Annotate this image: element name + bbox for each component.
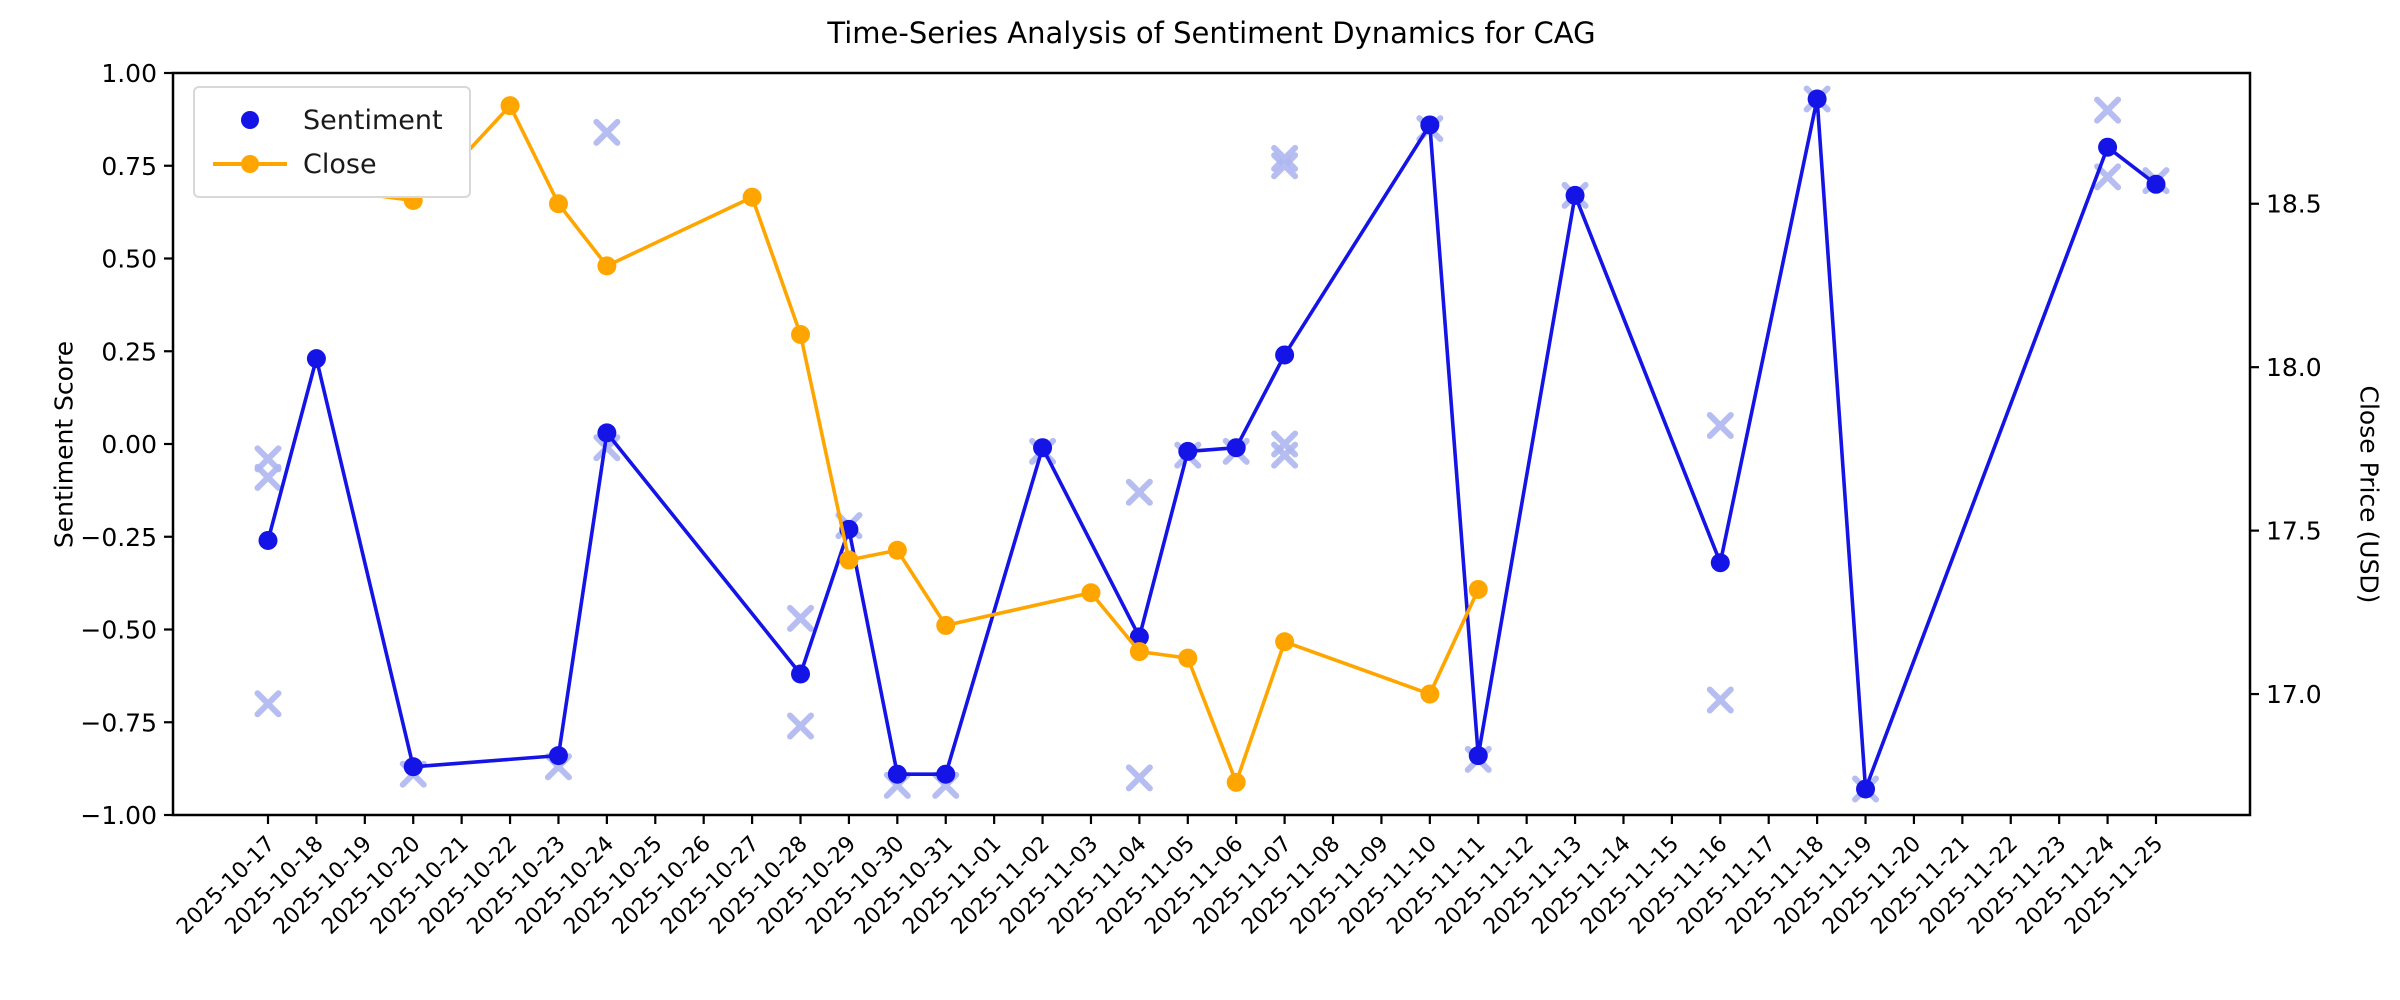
series-point (791, 324, 811, 344)
series-point (887, 764, 907, 784)
series-point (1710, 553, 1730, 573)
series-point (2146, 174, 2166, 194)
x-axis: 2025-10-172025-10-182025-10-192025-10-20… (172, 815, 2168, 940)
sentiment-x-marker (254, 463, 282, 491)
y-tick-label-left: −1.00 (80, 801, 157, 830)
sentiment-x-marker (1271, 441, 1299, 469)
scatter-individual-sentiment (254, 85, 2170, 803)
y-tick-label-right: 18.5 (2266, 190, 2322, 219)
series-point (258, 530, 278, 550)
legend-label-sentiment: Sentiment (303, 104, 443, 136)
series-point (1129, 642, 1149, 662)
sentiment-x-marker (1125, 764, 1153, 792)
series-point (1468, 579, 1488, 599)
series-point (839, 550, 859, 570)
series-point (548, 746, 568, 766)
series-point (742, 187, 762, 207)
sentiment-x-marker (593, 118, 621, 146)
series-point (2098, 137, 2118, 157)
legend: Sentiment Close (193, 86, 471, 198)
y-tick-label-left: 0.25 (101, 337, 157, 366)
series-point (500, 96, 520, 116)
chart-title: Time-Series Analysis of Sentiment Dynami… (827, 16, 1596, 50)
sentiment-x-marker (1706, 411, 1734, 439)
series-point (1856, 779, 1876, 799)
series-point (1129, 627, 1149, 647)
sentiment-x-marker (787, 604, 815, 632)
y-axis-label-left: Sentiment Score (49, 340, 79, 549)
y-tick-label-left: 0.00 (101, 430, 157, 459)
legend-label-close: Close (303, 148, 377, 180)
y-tick-label-right: 17.5 (2266, 517, 2322, 546)
y-axis-right: 18.5 18.0 17.5 17.0 (2250, 190, 2322, 709)
sentiment-x-marker (1271, 144, 1299, 172)
y-tick-label-left: 0.50 (101, 245, 157, 274)
series-point (887, 540, 907, 560)
sentiment-x-marker (1271, 152, 1299, 180)
series-point (1807, 89, 1827, 109)
series-point (597, 256, 617, 276)
y-tick-label-right: 18.0 (2266, 353, 2322, 382)
legend-item-sentiment: Sentiment (213, 98, 443, 142)
close-line-dot-icon (213, 155, 287, 173)
series-point (1178, 648, 1198, 668)
y-tick-label-right: 17.0 (2266, 680, 2322, 709)
series-point (1178, 441, 1198, 461)
series-point (791, 664, 811, 684)
y-tick-label-left: −0.50 (80, 616, 157, 645)
series-point (1420, 684, 1440, 704)
sentiment-x-marker (1125, 478, 1153, 506)
sentiment-x-marker (254, 445, 282, 473)
series-point (1226, 772, 1246, 792)
series-sentiment (258, 89, 2166, 799)
sentiment-x-marker (1706, 686, 1734, 714)
y-axis-left: 1.00 0.75 0.50 0.25 0.00 −0.25 −0.50 −0.75 −1.00 (80, 59, 173, 830)
series-point (548, 194, 568, 214)
series-point (1081, 583, 1101, 603)
sentiment-x-marker (2094, 96, 2122, 124)
series-point (1420, 115, 1440, 135)
series-point (1275, 632, 1295, 652)
y-tick-label-left: 0.75 (101, 152, 157, 181)
y-tick-label-left: −0.75 (80, 708, 157, 737)
series-point (403, 757, 423, 777)
series-point (306, 349, 326, 369)
axes-frame (171, 71, 2252, 817)
sentiment-x-marker (787, 712, 815, 740)
series-point (936, 615, 956, 635)
series-point (936, 764, 956, 784)
series-line (267, 103, 1480, 785)
legend-item-close: Close (213, 142, 443, 186)
series-point (1565, 185, 1585, 205)
series-point (1275, 345, 1295, 365)
y-tick-label-left: −0.25 (80, 523, 157, 552)
series-point (597, 423, 617, 443)
sentiment-x-marker (254, 690, 282, 718)
series-point (1226, 438, 1246, 458)
y-tick-label-left: 1.00 (101, 59, 157, 88)
series-point (1033, 438, 1053, 458)
series-line (266, 97, 2158, 791)
sentiment-dot-icon (213, 111, 287, 129)
series-close (258, 96, 1488, 792)
series-point (1468, 746, 1488, 766)
y-axis-label-right: Close Price (USD) (2354, 385, 2384, 604)
